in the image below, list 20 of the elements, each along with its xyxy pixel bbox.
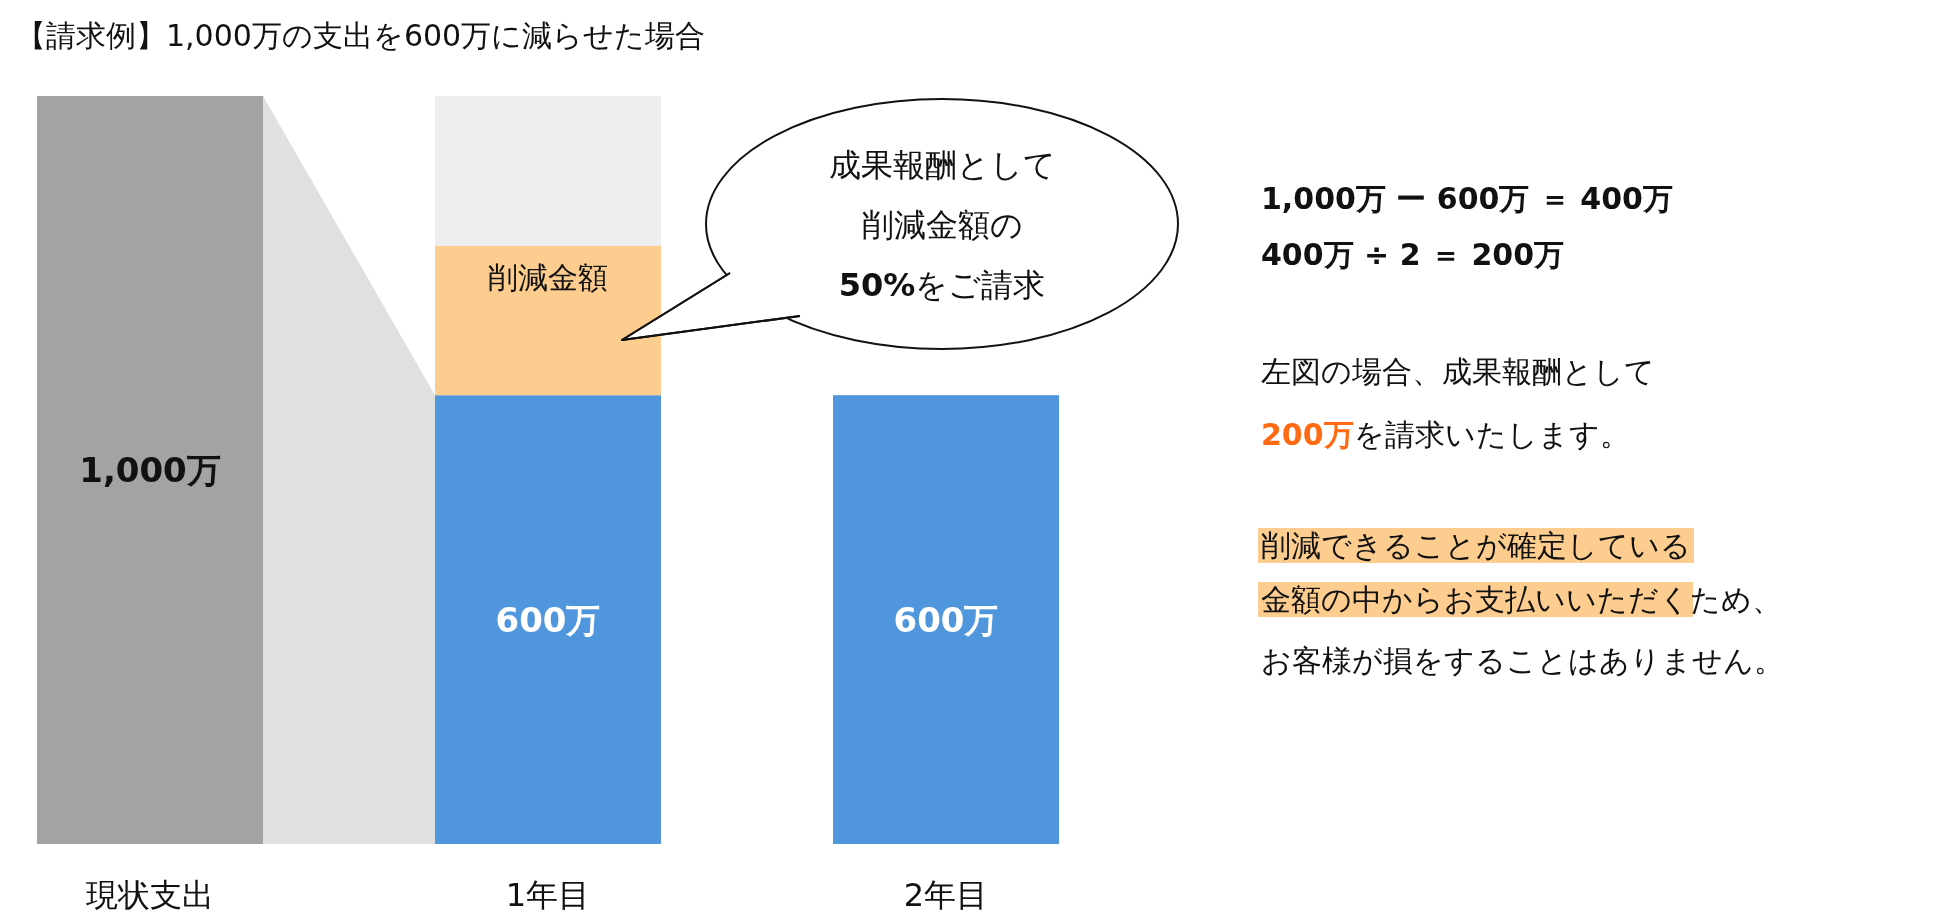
- chart-title: 【請求例】1,000万の支出を600万に減らせた場合: [16, 18, 706, 53]
- data-label: 1,000万: [79, 450, 221, 490]
- annotation: 50%をご請求: [838, 266, 1046, 304]
- data-label: 600万: [495, 599, 601, 640]
- text: 左図の場合、成果報酬として: [1261, 354, 1655, 389]
- x-tick-label: 2年目: [903, 876, 989, 914]
- text: 400万 ÷ 2 ＝ 200万: [1261, 237, 1565, 272]
- text: 200万: [1261, 417, 1354, 452]
- annotation: 成果報酬として: [828, 146, 1056, 184]
- text: 金額の中からお支払いいただく: [1261, 582, 1690, 617]
- text: 削減できることが確定している: [1261, 528, 1691, 563]
- annotation: 削減金額の: [861, 206, 1023, 244]
- data-label: 600万: [893, 599, 999, 640]
- text: を請求いたします。: [1353, 417, 1630, 452]
- x-tick-label: 現状支出: [86, 876, 214, 914]
- text: お客様が損をすることはありません。: [1261, 643, 1784, 678]
- series-label: 削減金額: [488, 259, 608, 295]
- text: ため、: [1690, 582, 1782, 617]
- text: 1,000万 ー 600万 ＝ 400万: [1261, 181, 1673, 216]
- x-tick-label: 1年目: [505, 876, 591, 914]
